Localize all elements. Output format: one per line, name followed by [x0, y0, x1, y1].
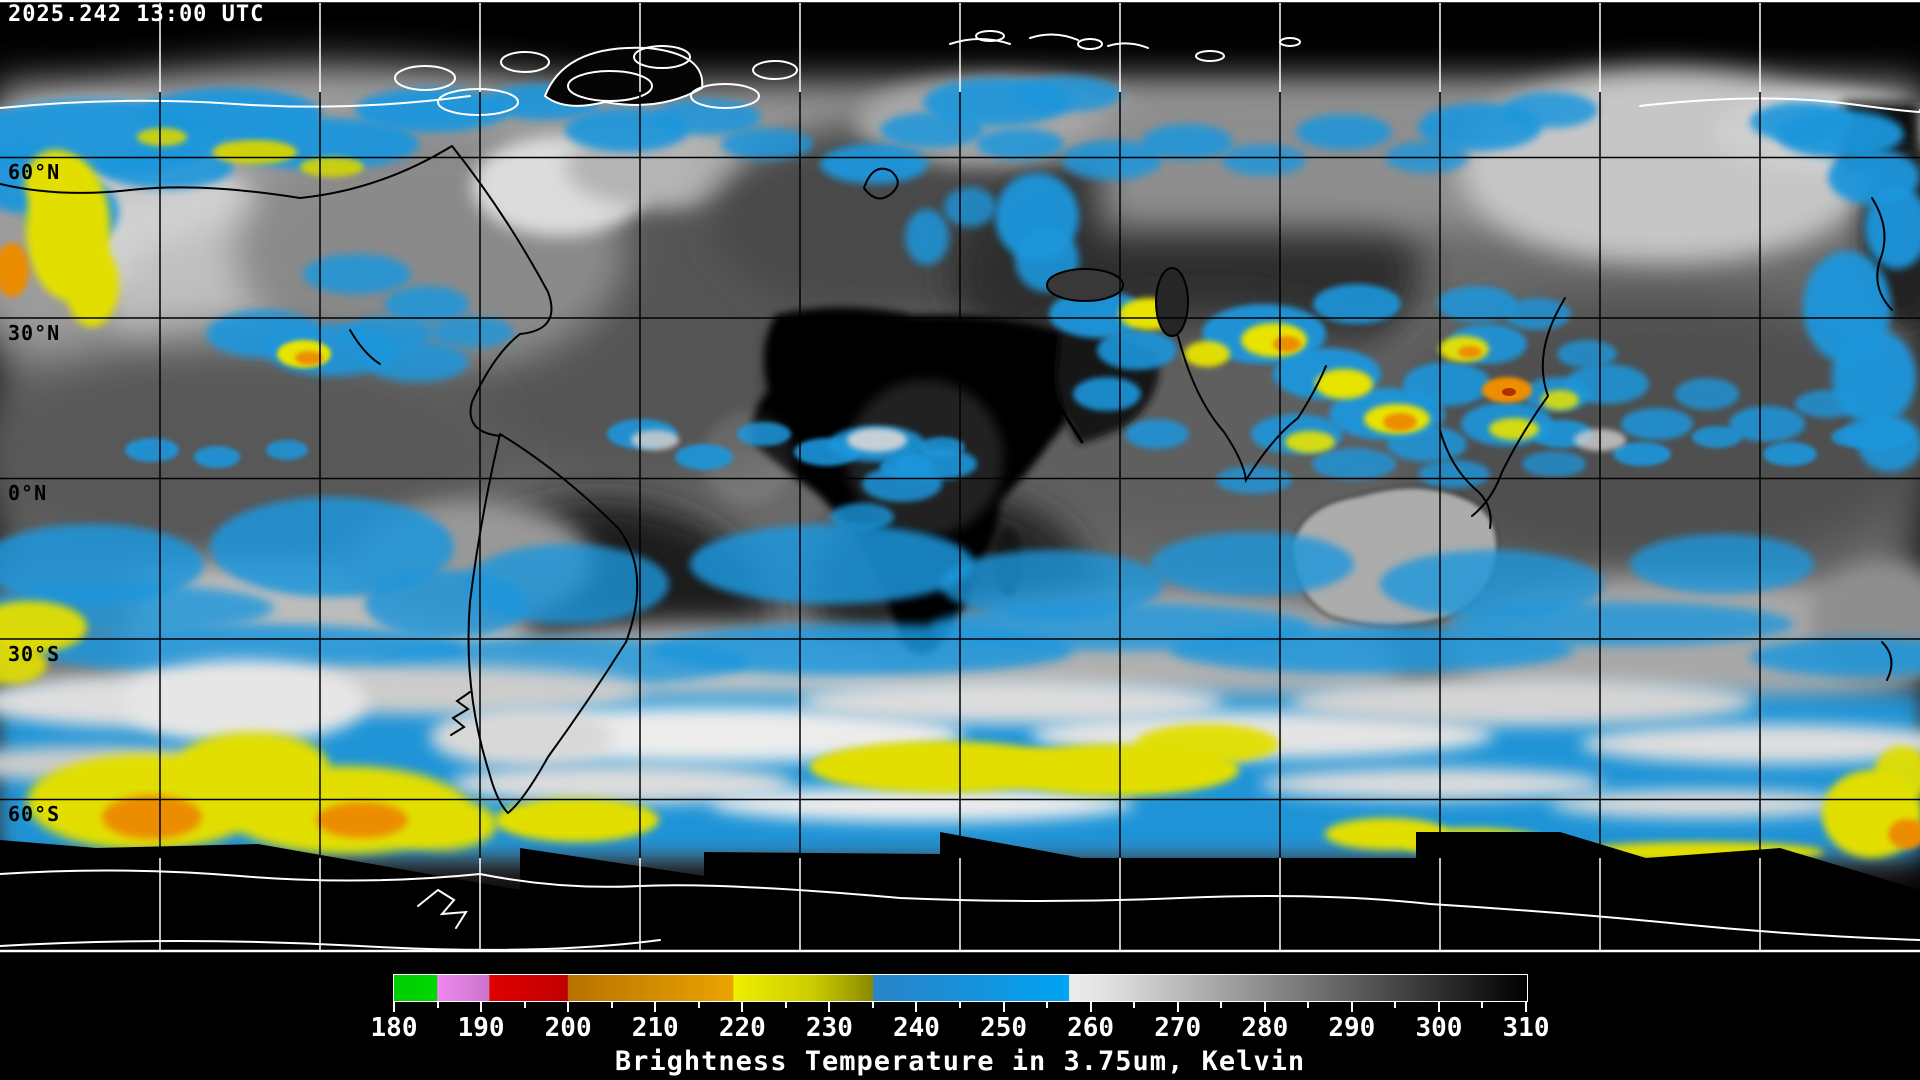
- colorbar-legend: 180 190 200 210 220 230 240 250 260 270 280 290 300 3…: [0, 956, 1920, 1080]
- colorbar-tick-245: [959, 1002, 961, 1008]
- colorbar-tick-220: [741, 1002, 744, 1012]
- colorbar-tick-label-220: 220: [718, 1013, 766, 1043]
- colorbar: [393, 974, 1528, 1002]
- colorbar-tick-235: [871, 1002, 874, 1008]
- colorbar-tick-215: [697, 1002, 700, 1008]
- colorbar-tick-260: [1089, 1002, 1092, 1012]
- colorbar-tick-190: [480, 1002, 483, 1012]
- colorbar-tick-label-300: 300: [1415, 1013, 1463, 1043]
- colorbar-tick-295: [1394, 1002, 1397, 1008]
- colorbar-tick-200: [567, 1002, 570, 1012]
- colorbar-tick-290: [1350, 1002, 1353, 1012]
- colorbar-tick-310: [1525, 1002, 1527, 1012]
- colorbar-tick-265: [1133, 1002, 1136, 1008]
- latitude-label-60s: 60°S: [8, 802, 61, 826]
- colorbar-tick-250: [1002, 1002, 1005, 1012]
- colorbar-tick-label-240: 240: [892, 1013, 940, 1043]
- colorbar-tick-225: [784, 1002, 787, 1008]
- satellite-imagery: [0, 0, 1920, 953]
- graticule: [0, 0, 1920, 953]
- colorbar-tick-230: [828, 1002, 831, 1012]
- latitude-label-30s: 30°S: [8, 642, 61, 666]
- latitude-label-60n: 60°N: [8, 160, 61, 184]
- colorbar-tick-275: [1220, 1002, 1223, 1008]
- colorbar-tick-205: [610, 1002, 613, 1008]
- latitude-label-30n: 30°N: [8, 321, 61, 345]
- colorbar-tick-label-270: 270: [1154, 1013, 1202, 1043]
- colorbar-tick-label-180: 180: [370, 1013, 418, 1043]
- colorbar-tick-label-260: 260: [1067, 1013, 1115, 1043]
- colorbar-tick-label-310: 310: [1502, 1013, 1550, 1043]
- colorbar-tick-label-250: 250: [980, 1013, 1028, 1043]
- colorbar-tick-300: [1437, 1002, 1440, 1012]
- colorbar-tick-240: [915, 1002, 918, 1012]
- colorbar-tick-label-290: 290: [1328, 1013, 1376, 1043]
- colorbar-tick-255: [1046, 1002, 1049, 1008]
- satellite-map: 2025.242 13:00 UTC 60°N 30°N 0°N 30°S 60…: [0, 0, 1920, 953]
- colorbar-tick-285: [1307, 1002, 1310, 1008]
- colorbar-tick-270: [1176, 1002, 1179, 1012]
- colorbar-tick-180: [393, 1002, 395, 1012]
- latitude-label-0n: 0°N: [8, 481, 48, 505]
- colorbar-tick-195: [523, 1002, 526, 1008]
- colorbar-tick-label-210: 210: [631, 1013, 679, 1043]
- colorbar-tick-305: [1481, 1002, 1484, 1008]
- timestamp-label: 2025.242 13:00 UTC: [8, 2, 265, 27]
- colorbar-tick-label-230: 230: [805, 1013, 853, 1043]
- colorbar-tick-label-280: 280: [1241, 1013, 1289, 1043]
- colorbar-tick-label-190: 190: [457, 1013, 505, 1043]
- colorbar-tick-label-200: 200: [544, 1013, 592, 1043]
- colorbar-caption: Brightness Temperature in 3.75um, Kelvin: [614, 1046, 1306, 1077]
- colorbar-tick-185: [436, 1002, 439, 1008]
- colorbar-tick-210: [654, 1002, 657, 1012]
- colorbar-tick-280: [1263, 1002, 1266, 1012]
